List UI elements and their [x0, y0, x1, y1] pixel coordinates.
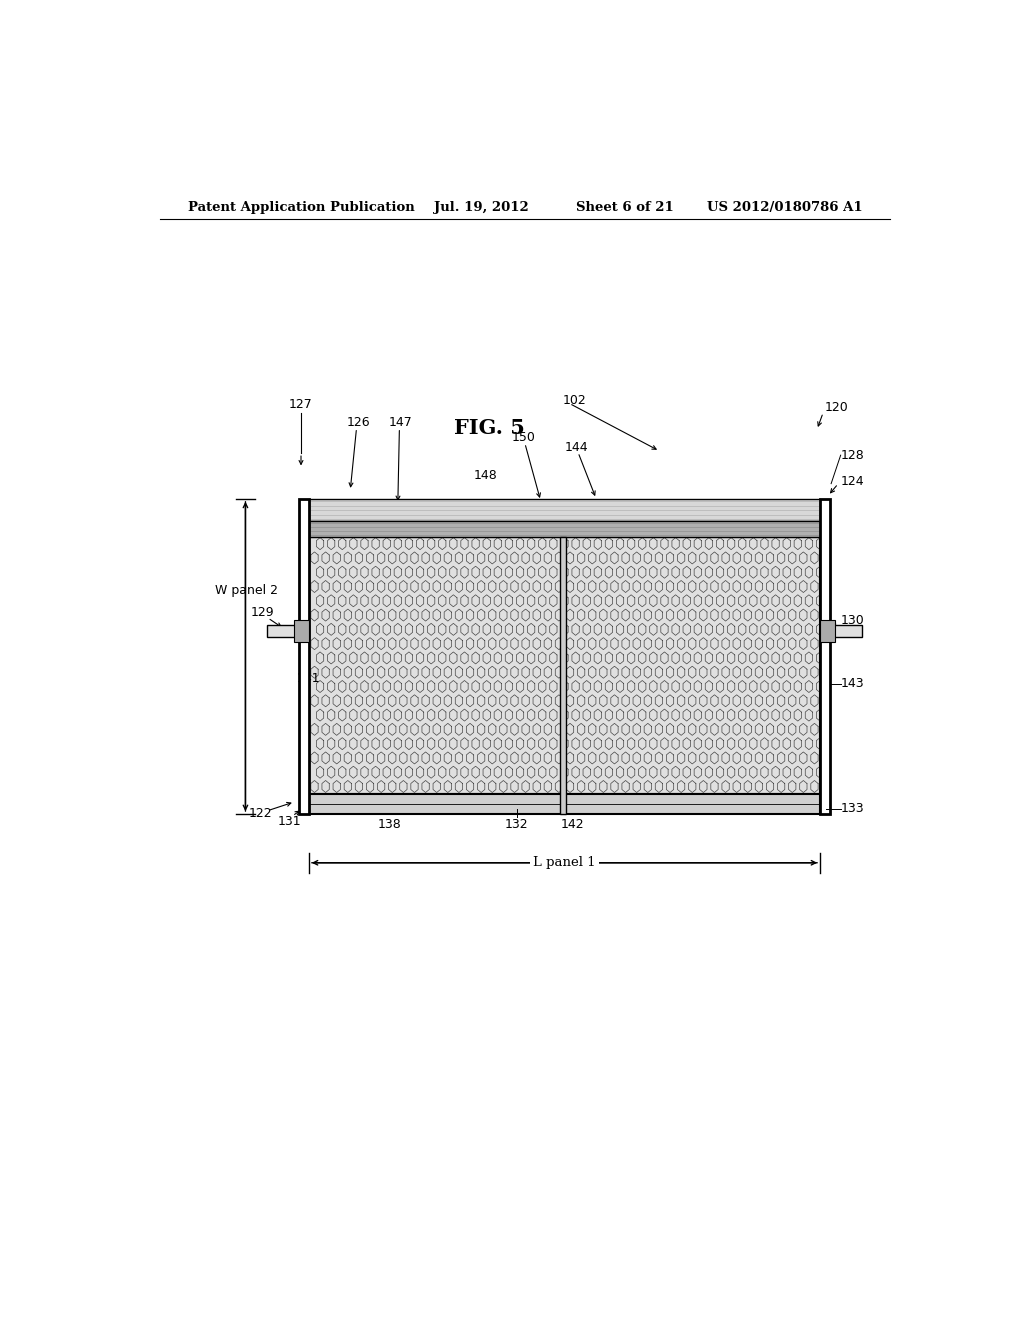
Text: 132: 132: [505, 817, 528, 830]
Text: L panel 1: L panel 1: [534, 857, 596, 870]
Text: 141: 141: [297, 672, 321, 685]
Text: 144: 144: [564, 441, 588, 454]
Text: 143: 143: [841, 677, 864, 690]
Text: Patent Application Publication: Patent Application Publication: [187, 201, 415, 214]
Text: 138: 138: [378, 817, 401, 830]
Text: W panel 2: W panel 2: [215, 583, 279, 597]
Text: FIG. 5: FIG. 5: [454, 417, 524, 438]
Text: Sheet 6 of 21: Sheet 6 of 21: [577, 201, 674, 214]
Bar: [820, 499, 830, 814]
Bar: [820, 624, 862, 638]
Text: 148: 148: [473, 469, 497, 482]
Text: 126: 126: [346, 416, 370, 429]
Text: 133: 133: [841, 803, 864, 816]
Text: 142: 142: [560, 817, 585, 830]
Text: 127: 127: [289, 397, 313, 411]
Text: 130: 130: [841, 614, 864, 627]
Text: Jul. 19, 2012: Jul. 19, 2012: [433, 201, 528, 214]
Text: 129: 129: [251, 606, 274, 619]
Text: US 2012/0180786 A1: US 2012/0180786 A1: [708, 201, 863, 214]
Text: 128: 128: [841, 449, 864, 462]
Text: 120: 120: [824, 401, 849, 414]
Bar: [299, 499, 309, 814]
Bar: [309, 499, 820, 521]
Text: 131: 131: [278, 814, 301, 828]
Text: 102: 102: [563, 393, 587, 407]
Bar: [560, 536, 565, 814]
Text: 122: 122: [249, 808, 272, 821]
Bar: [820, 620, 835, 643]
Bar: [267, 624, 309, 638]
Text: 124: 124: [841, 475, 864, 488]
Bar: [309, 521, 820, 536]
Bar: [309, 536, 820, 793]
Bar: [309, 793, 820, 814]
Text: 150: 150: [511, 432, 536, 445]
Text: 147: 147: [388, 416, 412, 429]
Bar: [294, 620, 308, 643]
